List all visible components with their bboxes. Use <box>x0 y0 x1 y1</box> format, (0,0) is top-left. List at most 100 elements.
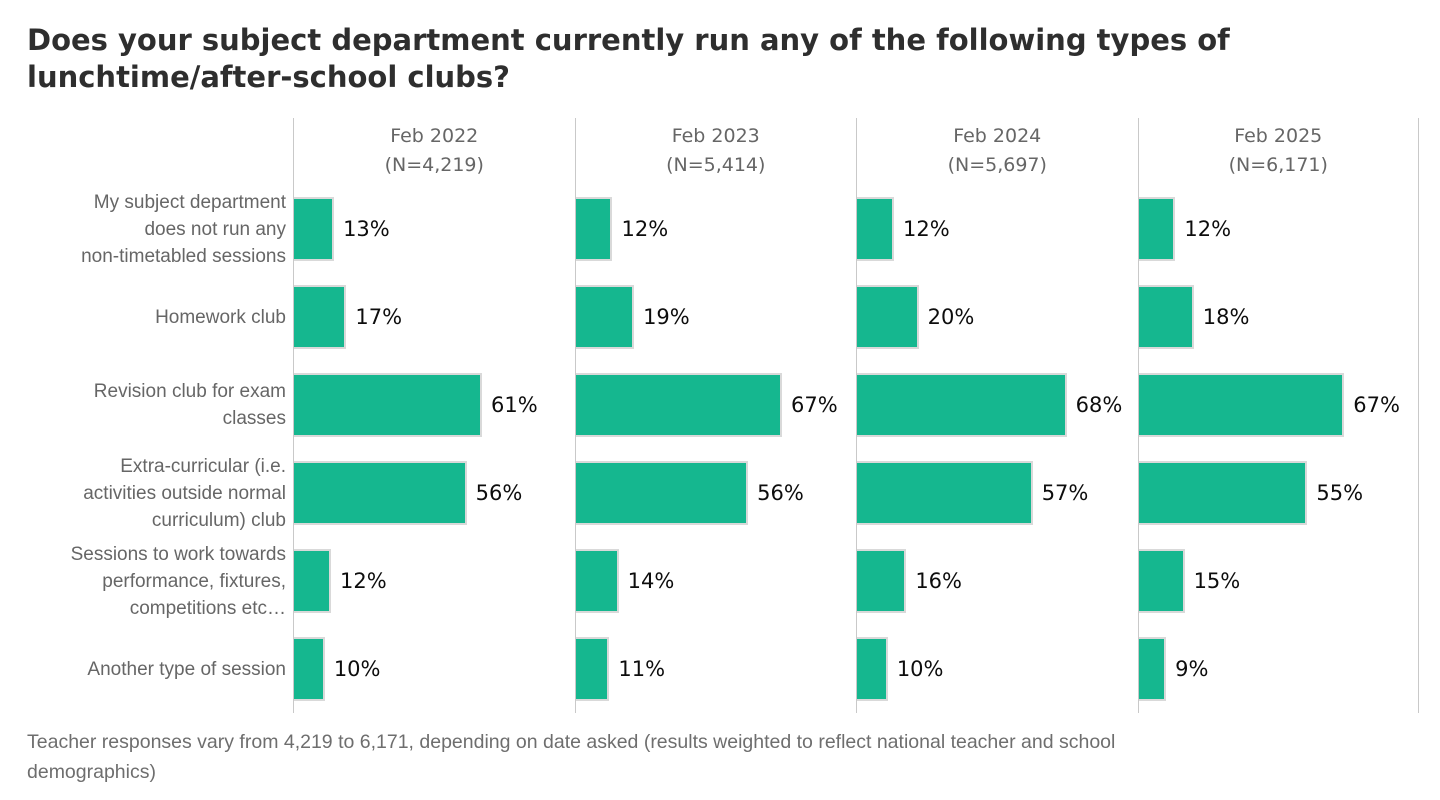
value-label: 67% <box>791 393 838 417</box>
value-label: 13% <box>343 217 390 241</box>
category-label: My subject department does not run any n… <box>81 191 286 267</box>
bar <box>1138 637 1167 701</box>
value-label: 12% <box>1184 217 1232 241</box>
wave-panel: Feb 2025 (N=6,171) 12% 18% 67% 55% 15% 9% <box>1137 118 1419 713</box>
wave-header: Feb 2024 (N=5,697) <box>857 118 1138 185</box>
wave-name-label: Feb 2024 <box>953 125 1042 147</box>
value-label: 68% <box>1075 393 1123 417</box>
bar <box>294 285 347 349</box>
bar <box>857 549 907 613</box>
value-label: 9% <box>1175 657 1209 681</box>
bar-row: 20% <box>857 273 1138 361</box>
bar <box>857 285 919 349</box>
bar-row: 56% <box>294 449 575 537</box>
wave-panel: Feb 2024 (N=5,697) 12% 20% 68% 57% 16% 10% <box>856 118 1138 713</box>
value-label: 12% <box>902 217 950 241</box>
value-label: 11% <box>618 657 666 681</box>
bar-row: 18% <box>1138 273 1419 361</box>
value-label: 56% <box>475 481 523 505</box>
bar-row: 12% <box>294 537 575 625</box>
value-label: 56% <box>757 481 804 505</box>
value-label: 19% <box>643 305 690 329</box>
category-label: Revision club for exam classes <box>93 381 286 429</box>
bar <box>294 549 331 613</box>
bar-row: 19% <box>575 273 857 361</box>
bar <box>1138 461 1308 525</box>
value-label: 16% <box>915 569 962 593</box>
bar <box>857 461 1033 525</box>
value-label: 14% <box>627 569 675 593</box>
bar-row: 9% <box>1138 625 1419 713</box>
bar-row: 10% <box>857 625 1138 713</box>
bar <box>575 549 619 613</box>
bar <box>1138 285 1194 349</box>
value-label: 61% <box>491 393 538 417</box>
value-label: 12% <box>621 217 669 241</box>
value-label: 10% <box>896 657 944 681</box>
value-label: 20% <box>927 305 975 329</box>
wave-panel: Feb 2022 (N=4,219) 13% 17% 61% 56% 12% 10% <box>293 118 575 713</box>
bar <box>575 637 610 701</box>
category-label: Extra-curricular (i.e. activities outsid… <box>83 455 286 531</box>
category-label: Homework club <box>155 306 286 328</box>
bar-row: 67% <box>575 361 857 449</box>
bar-row: 61% <box>294 361 575 449</box>
value-label: 17% <box>355 305 403 329</box>
bar <box>1138 197 1176 261</box>
bar-row: 15% <box>1138 537 1419 625</box>
value-label: 10% <box>333 657 381 681</box>
bar-row: 12% <box>575 185 857 273</box>
wave-header: Feb 2022 (N=4,219) <box>294 118 575 185</box>
category-label: Sessions to work towards performance, fi… <box>70 543 286 619</box>
bar <box>1138 549 1185 613</box>
bar-row: 56% <box>575 449 857 537</box>
bar <box>575 373 783 437</box>
bar-row: 67% <box>1138 361 1419 449</box>
wave-header: Feb 2025 (N=6,171) <box>1139 118 1419 185</box>
page-title: Does your subject department currently r… <box>27 23 1230 94</box>
wave-sample-size-label: (N=5,414) <box>666 154 766 176</box>
bar <box>857 197 894 261</box>
bar <box>575 461 749 525</box>
bar <box>294 461 467 525</box>
bar-row: 55% <box>1138 449 1419 537</box>
bar <box>294 637 325 701</box>
wave-sample-size-label: (N=5,697) <box>947 154 1047 176</box>
bar <box>857 373 1067 437</box>
bar <box>1138 373 1345 437</box>
bar <box>575 197 613 261</box>
wave-header: Feb 2023 (N=5,414) <box>576 118 857 185</box>
wave-name-label: Feb 2022 <box>390 125 479 147</box>
value-label: 57% <box>1041 481 1089 505</box>
wave-name-label: Feb 2023 <box>671 125 760 147</box>
value-label: 67% <box>1353 393 1400 417</box>
category-axis: My subject department does not run any n… <box>0 118 293 713</box>
wave-sample-size-label: (N=4,219) <box>384 154 484 176</box>
value-label: 15% <box>1193 569 1241 593</box>
wave-name-label: Feb 2025 <box>1234 125 1323 147</box>
bar-row: 57% <box>857 449 1138 537</box>
wave-sample-size-label: (N=6,171) <box>1228 154 1328 176</box>
bar-row: 13% <box>294 185 575 273</box>
category-label: Another type of session <box>87 658 286 680</box>
bar-row: 12% <box>1138 185 1419 273</box>
bar-row: 10% <box>294 625 575 713</box>
wave-panel: Feb 2023 (N=5,414) 12% 19% 67% 56% 14% 11% <box>574 118 857 713</box>
bar <box>294 373 483 437</box>
bar <box>575 285 635 349</box>
footnote: Teacher responses vary from 4,219 to 6,1… <box>27 731 1116 783</box>
chart-panels: Feb 2022 (N=4,219) 13% 17% 61% 56% 12% 10% Feb 2… <box>293 118 1419 713</box>
value-label: 18% <box>1202 305 1250 329</box>
bar-row: 14% <box>575 537 857 625</box>
value-label: 55% <box>1316 481 1364 505</box>
bar-row: 11% <box>575 625 857 713</box>
bar <box>857 637 888 701</box>
bar-row: 17% <box>294 273 575 361</box>
grouped-horizontal-bar-chart: My subject department does not run any n… <box>0 118 1419 713</box>
value-label: 12% <box>339 569 387 593</box>
bar-row: 16% <box>857 537 1138 625</box>
bar <box>294 197 335 261</box>
bar-row: 68% <box>857 361 1138 449</box>
bar-row: 12% <box>857 185 1138 273</box>
